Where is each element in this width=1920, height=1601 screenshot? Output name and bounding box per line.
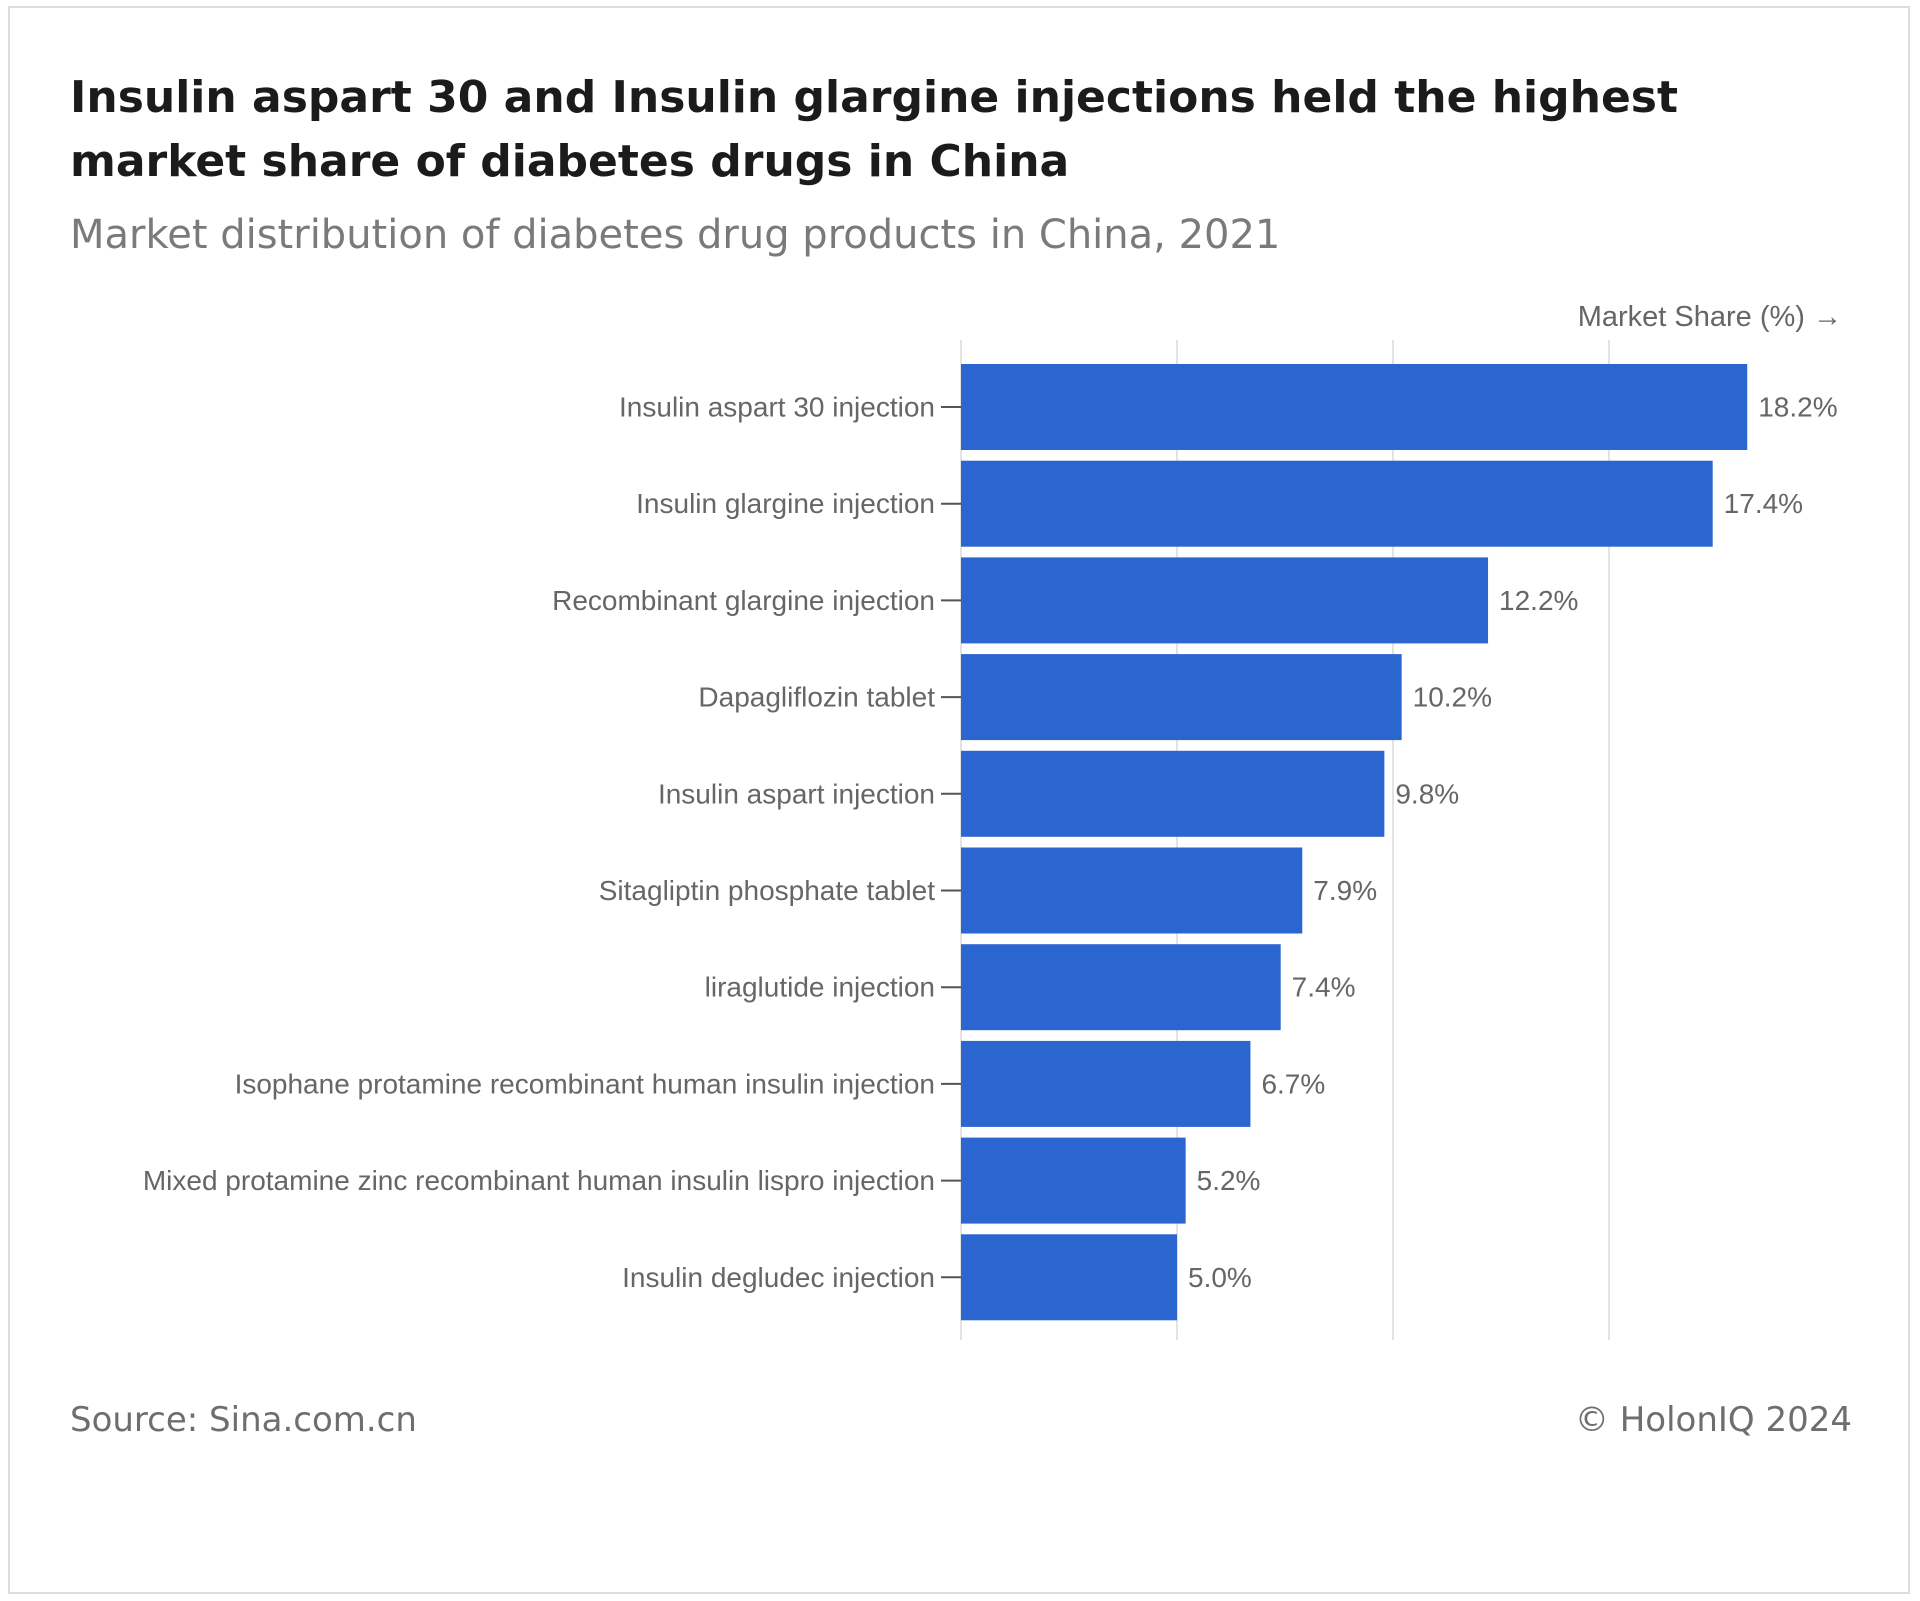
- data-label: 7.9%: [1313, 875, 1377, 906]
- bar: [961, 654, 1402, 741]
- bar: [961, 364, 1748, 450]
- bar: [961, 460, 1713, 547]
- bar: [961, 944, 1281, 1031]
- y-tick-label: Dapagliflozin tablet: [698, 682, 935, 713]
- bar: [961, 847, 1303, 934]
- data-label: 17.4%: [1724, 488, 1803, 519]
- bars-group: Insulin aspart 30 injection 18.2% Insulin …: [143, 364, 1838, 1321]
- y-tick-label: Mixed protamine zinc recombinant human i…: [143, 1165, 935, 1196]
- x-axis-label: Market Share (%) →: [1578, 301, 1842, 333]
- data-label: 9.8%: [1395, 778, 1459, 809]
- y-tick-label: Insulin glargine injection: [636, 488, 935, 519]
- y-tick-label: Recombinant glargine injection: [552, 585, 935, 616]
- data-label: 5.2%: [1197, 1165, 1261, 1196]
- data-label: 10.2%: [1413, 682, 1492, 713]
- source-note: Source: Sina.com.cn: [70, 1400, 417, 1440]
- chart-subtitle: Market distribution of diabetes drug pro…: [70, 212, 1281, 258]
- bar: [961, 557, 1489, 644]
- chart-card: [8, 6, 1910, 1594]
- chart-title: Insulin aspart 30 and Insulin glargine i…: [70, 72, 1679, 187]
- data-label: 18.2%: [1758, 392, 1837, 423]
- bar: [961, 1137, 1186, 1224]
- bar: [961, 1234, 1177, 1321]
- y-tick-label: Isophane protamine recombinant human ins…: [235, 1068, 935, 1099]
- y-tick-label: Insulin degludec injection: [622, 1262, 935, 1293]
- bar: [961, 750, 1385, 837]
- data-label: 12.2%: [1499, 585, 1578, 616]
- copyright-note: © HolonIQ 2024: [1574, 1400, 1852, 1440]
- bar: [961, 1040, 1251, 1127]
- y-tick-label: liraglutide injection: [705, 972, 935, 1003]
- y-tick-label: Sitagliptin phosphate tablet: [599, 875, 935, 906]
- y-tick-label: Insulin aspart 30 injection: [619, 392, 935, 423]
- data-label: 5.0%: [1188, 1262, 1252, 1293]
- data-label: 6.7%: [1261, 1068, 1325, 1099]
- y-tick-label: Insulin aspart injection: [658, 778, 935, 809]
- data-label: 7.4%: [1292, 972, 1356, 1003]
